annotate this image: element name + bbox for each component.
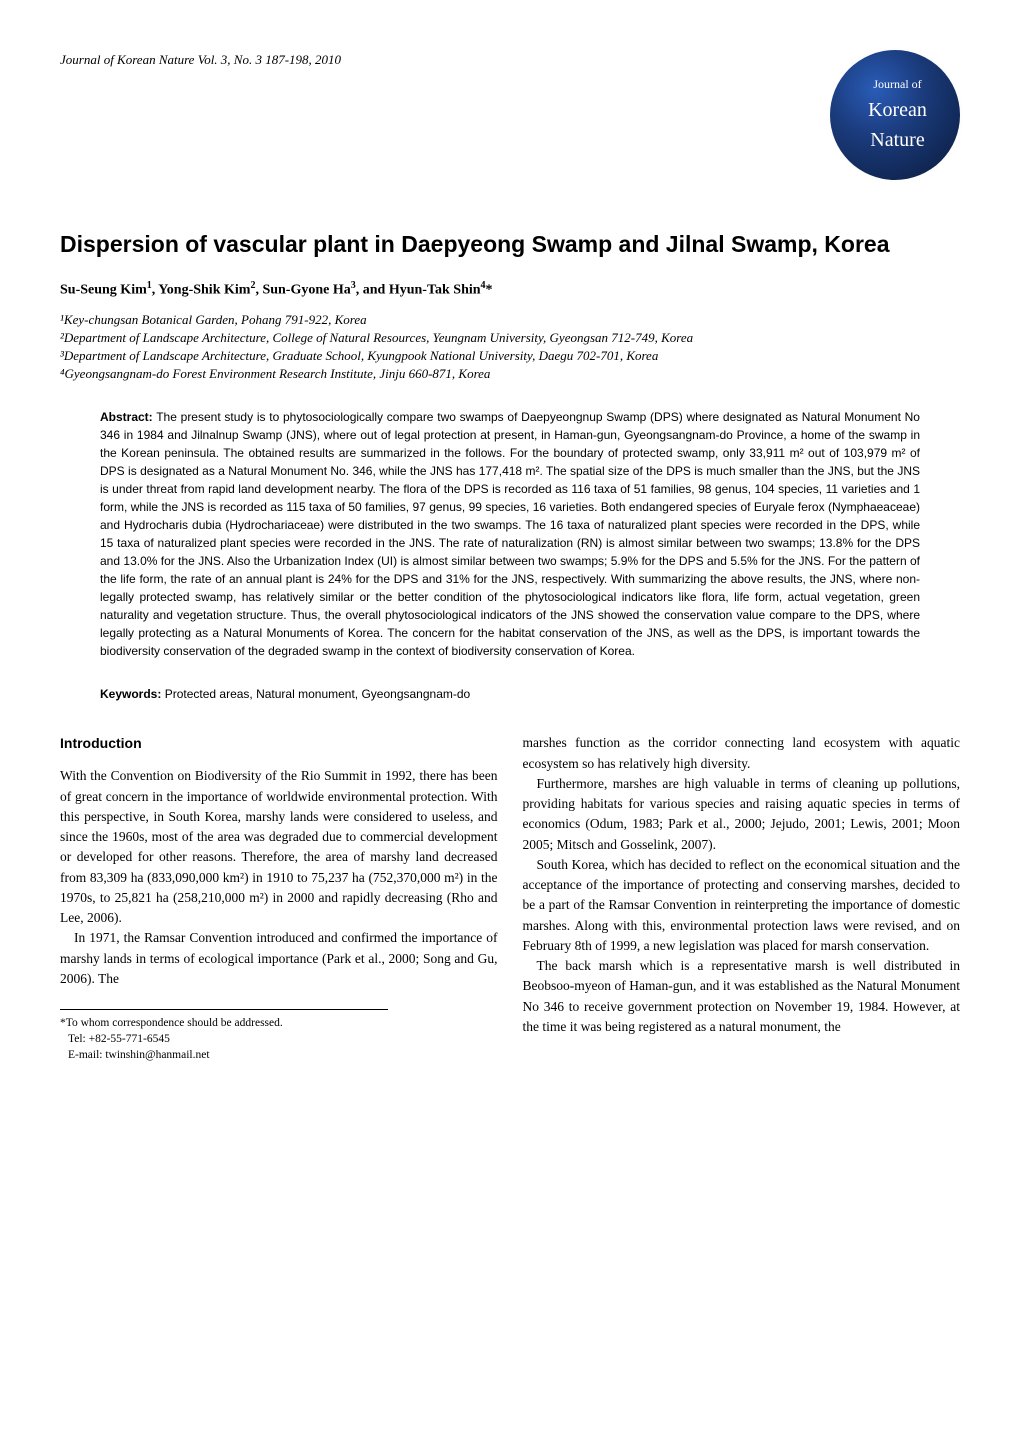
affiliation-3: ³Department of Landscape Architecture, G… [60, 347, 960, 365]
logo-text-2: Korean [868, 95, 927, 125]
left-column: Introduction With the Convention on Biod… [60, 733, 498, 1063]
abstract-label: Abstract: [100, 410, 153, 424]
affiliation-4: ⁴Gyeongsangnam-do Forest Environment Res… [60, 365, 960, 383]
intro-paragraph-2: In 1971, the Ramsar Convention introduce… [60, 928, 498, 989]
correspondence-to: *To whom correspondence should be addres… [60, 1015, 388, 1031]
section-heading-introduction: Introduction [60, 733, 498, 754]
keywords-label: Keywords: [100, 687, 161, 701]
logo-circle: Journal of Korean Nature [830, 50, 960, 180]
logo-text-1: Journal of [873, 75, 921, 93]
affiliation-1: ¹Key-chungsan Botanical Garden, Pohang 7… [60, 311, 960, 329]
abstract-block: Abstract: The present study is to phytos… [100, 408, 920, 660]
correspondence-footnote: *To whom correspondence should be addres… [60, 1009, 388, 1063]
correspondence-email: E-mail: twinshin@hanmail.net [60, 1047, 388, 1063]
intro-paragraph-6: The back marsh which is a representative… [523, 956, 961, 1037]
intro-paragraph-1: With the Convention on Biodiversity of t… [60, 766, 498, 928]
logo-text-3: Nature [870, 125, 924, 155]
correspondence-tel: Tel: +82-55-771-6545 [60, 1031, 388, 1047]
abstract-text: The present study is to phytosociologica… [100, 410, 920, 658]
keywords-block: Keywords: Protected areas, Natural monum… [100, 685, 920, 703]
journal-citation: Journal of Korean Nature Vol. 3, No. 3 1… [60, 50, 341, 70]
intro-paragraph-4: Furthermore, marshes are high valuable i… [523, 774, 961, 855]
intro-paragraph-5: South Korea, which has decided to reflec… [523, 855, 961, 956]
body-columns: Introduction With the Convention on Biod… [60, 733, 960, 1063]
keywords-text: Protected areas, Natural monument, Gyeon… [165, 687, 471, 701]
page-header: Journal of Korean Nature Vol. 3, No. 3 1… [60, 50, 960, 180]
affiliation-2: ²Department of Landscape Architecture, C… [60, 329, 960, 347]
right-column: marshes function as the corridor connect… [523, 733, 961, 1063]
affiliation-list: ¹Key-chungsan Botanical Garden, Pohang 7… [60, 311, 960, 384]
article-title: Dispersion of vascular plant in Daepyeon… [60, 230, 960, 260]
journal-logo: Journal of Korean Nature [830, 50, 960, 180]
intro-paragraph-3: marshes function as the corridor connect… [523, 733, 961, 774]
author-list: Su-Seung Kim1, Yong-Shik Kim2, Sun-Gyone… [60, 278, 960, 301]
